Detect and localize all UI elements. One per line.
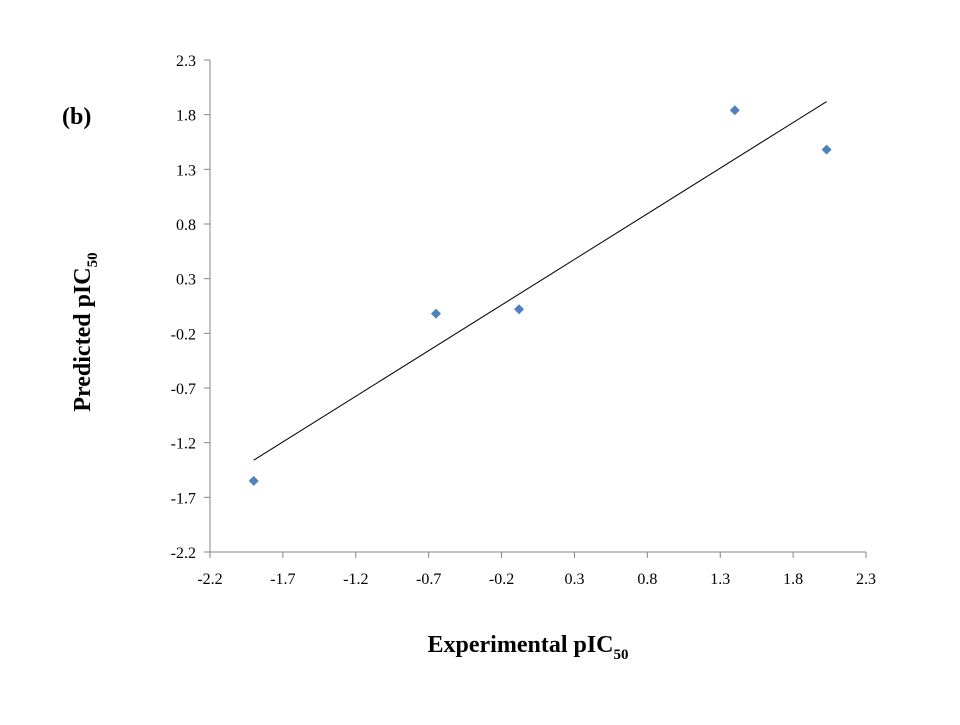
x-tick-label: 2.3	[856, 571, 876, 588]
x-tick-label: 1.3	[710, 571, 730, 588]
x-axis-title-main: Experimental pIC	[428, 632, 614, 658]
x-tick-label: 1.8	[783, 571, 803, 588]
x-tick-label: 0.8	[637, 571, 657, 588]
data-point	[430, 308, 441, 319]
y-tick-label: 2.3	[176, 53, 196, 70]
y-tick-label: -1.2	[171, 436, 196, 453]
y-tick-label: -2.2	[171, 545, 196, 562]
y-axis-title: Predicted pIC50	[70, 252, 101, 411]
data-points	[248, 105, 832, 486]
y-tick-label: 0.8	[176, 217, 196, 234]
data-point	[729, 105, 740, 116]
y-tick-label: 0.3	[176, 272, 196, 289]
x-axis-ticks: -2.2 -1.7 -1.2 -0.7 -0.2 0.3 0.8 1.3 1.8 2.3	[197, 552, 876, 588]
y-axis-title-main: Predicted pIC	[70, 267, 96, 411]
x-tick-label: -1.7	[270, 571, 295, 588]
x-tick-label: -1.2	[343, 571, 368, 588]
x-axis-title: Experimental pIC50	[428, 632, 629, 663]
x-tick-label: -0.2	[489, 571, 514, 588]
x-axis-title-subscript: 50	[614, 647, 629, 663]
y-axis-title-subscript: 50	[85, 252, 101, 267]
trendline-group	[253, 101, 827, 461]
y-axis-ticks: 2.3 1.8 1.3 0.8 0.3 -0.2 -0.7 -1.2 -1.7 -2.2	[171, 53, 210, 562]
x-tick-label: -0.7	[416, 571, 441, 588]
panel-label: (b)	[62, 104, 91, 130]
y-tick-label: -1.7	[171, 490, 196, 507]
data-point	[821, 144, 832, 155]
trendline	[253, 101, 827, 461]
y-tick-label: 1.3	[176, 162, 196, 179]
x-tick-label: -2.2	[197, 571, 222, 588]
x-tick-label: 0.3	[564, 571, 584, 588]
data-point	[514, 304, 525, 315]
data-point	[248, 475, 259, 486]
y-tick-label: 1.8	[176, 108, 196, 125]
y-tick-label: -0.2	[171, 326, 196, 343]
y-tick-label: -0.7	[171, 381, 196, 398]
